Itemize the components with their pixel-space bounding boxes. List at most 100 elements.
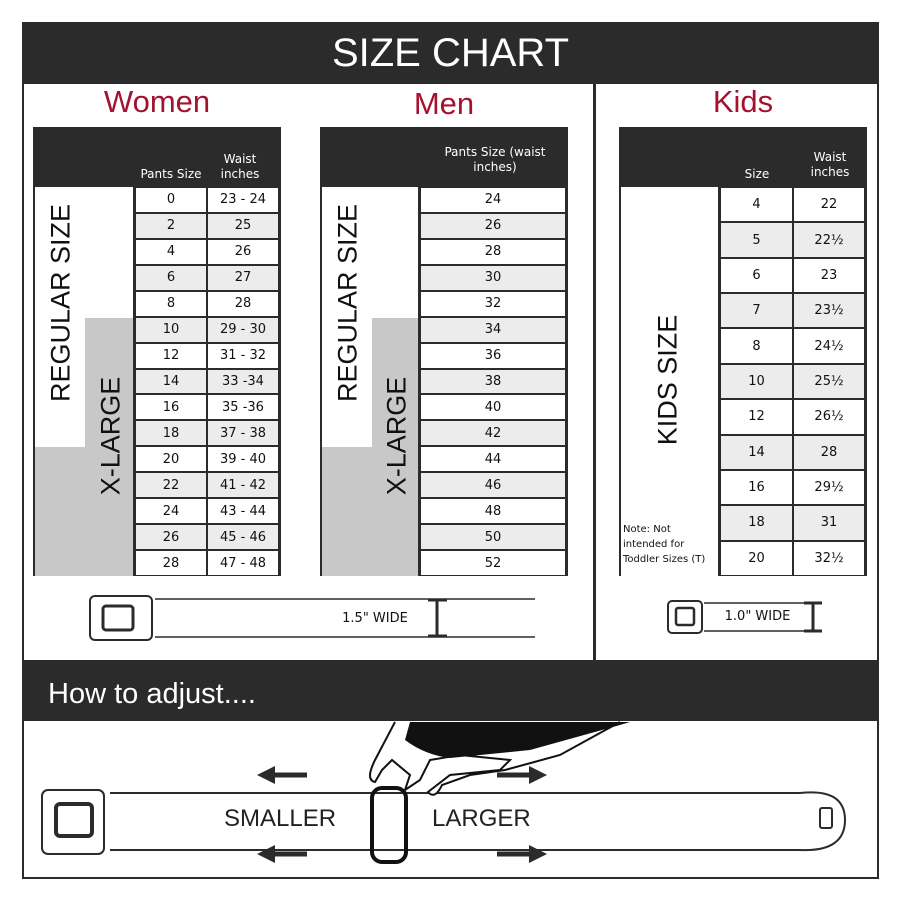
size-cell: 14 — [720, 434, 793, 470]
pants-size-cell: 12 — [135, 342, 207, 369]
waist-cell: 23 - 24 — [207, 187, 279, 213]
arrow-left-icon — [257, 845, 307, 863]
waist-cell: 25 — [207, 212, 279, 239]
size-cell: 6 — [720, 257, 793, 294]
waist-cell: 27 — [207, 264, 279, 291]
col-pants-size: Pants Size (waist inches) — [444, 145, 546, 174]
size-cell: 12 — [720, 399, 793, 435]
adult-belt-icon — [89, 595, 535, 641]
pants-size-cell: 22 — [135, 472, 207, 499]
x-large-label: X-LARGE — [95, 376, 126, 496]
kids-belt-width: 1.0" WIDE — [724, 609, 791, 624]
kids-belt-icon — [667, 600, 822, 634]
kids-region — [621, 187, 718, 576]
pants-size-cell: 10 — [135, 316, 207, 343]
size-cell: 7 — [720, 293, 793, 329]
pants-size-cell: 48 — [420, 498, 566, 525]
col-waist: Waist inches — [220, 152, 260, 181]
smaller-label: SMALLER — [224, 805, 337, 832]
men-heading: Men — [413, 86, 475, 121]
waist-cell: 22½ — [793, 222, 865, 258]
pants-size-cell: 38 — [420, 368, 566, 395]
pants-size-cell: 34 — [420, 316, 566, 343]
pants-size-cell: 20 — [135, 446, 207, 473]
pants-size-cell: 36 — [420, 342, 566, 369]
waist-cell: 32½ — [793, 540, 865, 576]
waist-cell: 25½ — [793, 363, 865, 400]
pants-size-cell: 52 — [420, 550, 566, 576]
women-table: Pants Size Waist inches 0 23 - 24 2 25 4 26 6 2… — [33, 127, 281, 576]
pants-size-cell: 42 — [420, 420, 566, 447]
size-cell: 5 — [720, 222, 793, 258]
col-size: Size — [744, 167, 770, 181]
adjust-belt-illustration — [41, 721, 847, 864]
pants-size-cell: 44 — [420, 446, 566, 473]
pants-size-cell: 28 — [420, 238, 566, 265]
waist-cell: 43 - 44 — [207, 498, 279, 525]
pants-size-cell: 16 — [135, 394, 207, 421]
waist-cell: 39 - 40 — [207, 446, 279, 473]
waist-cell: 35 -36 — [207, 394, 279, 421]
pants-size-cell: 32 — [420, 290, 566, 317]
pants-size-cell: 28 — [135, 550, 207, 576]
waist-cell: 41 - 42 — [207, 472, 279, 499]
xl-region — [372, 318, 418, 447]
size-cell: 10 — [720, 363, 793, 400]
men-table: Pants Size (waist inches) 24 26 28 30 32 34 36… — [320, 127, 568, 576]
size-cell: 18 — [720, 505, 793, 541]
arrow-right-icon — [497, 845, 547, 863]
arrow-right-icon — [497, 766, 547, 784]
pants-size-cell: 6 — [135, 264, 207, 291]
pants-size-cell: 50 — [420, 524, 566, 551]
pants-size-cell: 18 — [135, 420, 207, 447]
x-large-label: X-LARGE — [381, 376, 412, 496]
waist-cell: 28 — [207, 290, 279, 317]
xl-region — [85, 318, 133, 447]
divider — [593, 84, 596, 660]
kids-heading: Kids — [712, 84, 774, 119]
pants-size-cell: 24 — [420, 187, 566, 213]
larger-label: LARGER — [432, 805, 531, 832]
waist-cell: 29 - 30 — [207, 316, 279, 343]
pants-size-cell: 26 — [420, 212, 566, 239]
size-cell: 20 — [720, 540, 793, 576]
waist-cell: 26 — [207, 238, 279, 265]
size-cell: 16 — [720, 469, 793, 506]
waist-cell: 29½ — [793, 469, 865, 506]
pants-size-cell: 8 — [135, 290, 207, 317]
arrows — [257, 766, 547, 863]
size-cell: 8 — [720, 328, 793, 364]
size-cell: 4 — [720, 187, 793, 223]
waist-cell: 28 — [793, 434, 865, 470]
waist-cell: 23½ — [793, 293, 865, 329]
pants-size-cell: 26 — [135, 524, 207, 551]
kids-size-label: KIDS SIZE — [652, 314, 683, 446]
pants-size-cell: 2 — [135, 212, 207, 239]
regular-size-label: REGULAR SIZE — [332, 203, 363, 403]
toddler-note: Note: Not intended for Toddler Sizes (T) — [623, 524, 706, 565]
waist-cell: 45 - 46 — [207, 524, 279, 551]
xl-region — [35, 447, 133, 576]
waist-cell: 22 — [793, 187, 865, 223]
pants-size-cell: 0 — [135, 187, 207, 213]
pants-size-cell: 46 — [420, 472, 566, 499]
col-pants-size: Pants Size — [140, 167, 202, 181]
waist-cell: 47 - 48 — [207, 550, 279, 576]
waist-cell: 37 - 38 — [207, 420, 279, 447]
pants-size-cell: 14 — [135, 368, 207, 395]
adjust-heading: How to adjust.... — [22, 660, 879, 721]
waist-cell: 23 — [793, 257, 865, 294]
waist-cell: 33 -34 — [207, 368, 279, 395]
regular-size-label: REGULAR SIZE — [45, 203, 76, 403]
adult-belt-width: 1.5" WIDE — [342, 611, 408, 626]
page-title: SIZE CHART — [22, 22, 879, 84]
waist-cell: 31 - 32 — [207, 342, 279, 369]
col-waist: Waist inches — [810, 150, 850, 179]
waist-cell: 26½ — [793, 399, 865, 435]
waist-cell: 24½ — [793, 328, 865, 364]
kids-table: Size Waist inches Note: Not intended for… — [619, 127, 867, 576]
waist-cell: 31 — [793, 505, 865, 541]
pants-size-cell: 40 — [420, 394, 566, 421]
women-heading: Women — [103, 84, 211, 119]
pants-size-cell: 24 — [135, 498, 207, 525]
